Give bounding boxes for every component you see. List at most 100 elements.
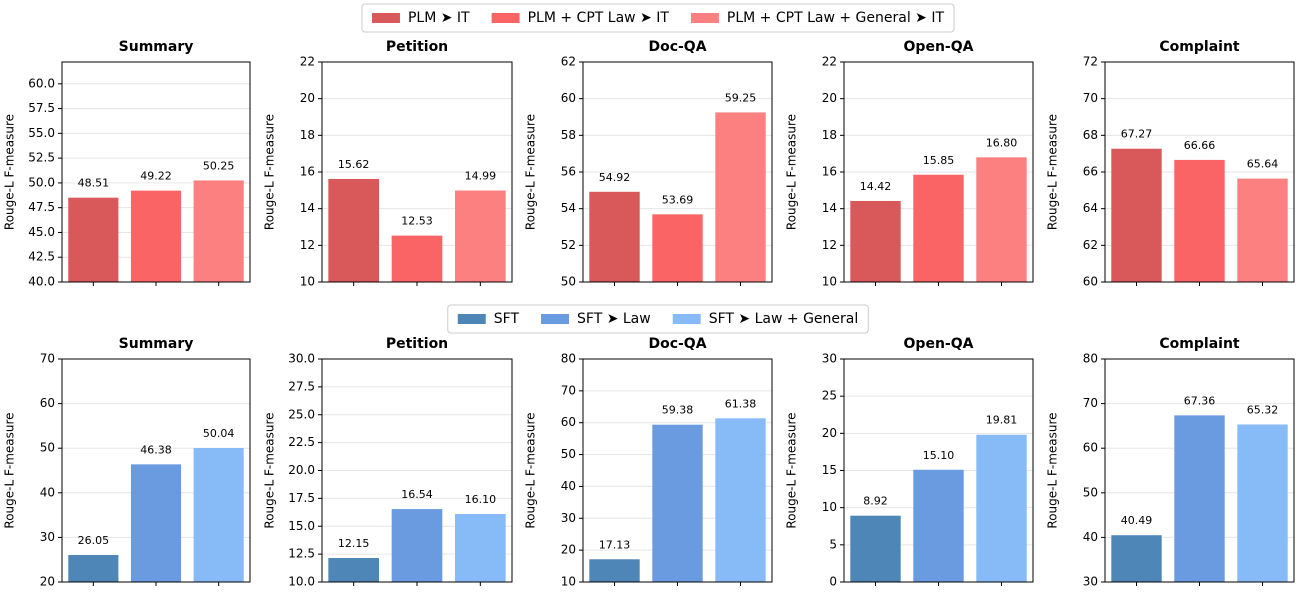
y-tick-label: 80 xyxy=(561,352,576,366)
chart-title: Doc-QA xyxy=(648,39,706,55)
y-tick-label: 60 xyxy=(561,415,576,429)
y-tick-label: 50 xyxy=(1083,485,1098,499)
y-tick-label: 20 xyxy=(300,91,315,105)
y-tick-label: 12.5 xyxy=(288,547,315,561)
value-label: 67.36 xyxy=(1184,394,1216,407)
bar xyxy=(1174,159,1225,282)
y-tick-label: 70 xyxy=(1083,91,1098,105)
legend-label: SFT ➤ Law xyxy=(577,311,651,327)
y-tick-label: 72 xyxy=(1083,55,1098,69)
y-tick-label: 30 xyxy=(561,511,576,525)
bar xyxy=(589,191,640,282)
y-tick-label: 50 xyxy=(561,447,576,461)
bar xyxy=(130,190,182,282)
y-tick-label: 25.0 xyxy=(288,407,315,421)
legend-box xyxy=(447,304,869,334)
axes-frame xyxy=(582,61,773,283)
y-axis-label: Rouge-L F-measure xyxy=(785,114,799,230)
axes-frame xyxy=(1104,358,1295,583)
y-tick-label: 68 xyxy=(1083,128,1098,142)
value-label: 61.38 xyxy=(725,397,757,410)
bar xyxy=(328,558,379,582)
bar xyxy=(68,197,119,282)
y-axis-label: Rouge-L F-measure xyxy=(1046,412,1060,528)
legend-swatch xyxy=(371,13,400,23)
y-axis-label: Rouge-L F-measure xyxy=(524,114,538,230)
y-tick-label: 20.0 xyxy=(288,463,315,477)
value-label: 65.32 xyxy=(1247,403,1279,416)
chart-title: Open-QA xyxy=(904,336,974,352)
y-tick-label: 40 xyxy=(561,479,576,493)
y-tick-label: 17.5 xyxy=(288,491,315,505)
y-tick-label: 70 xyxy=(40,352,55,366)
value-label: 54.92 xyxy=(599,171,631,184)
y-tick-label: 16 xyxy=(300,165,315,179)
axes-frame xyxy=(1104,61,1295,283)
y-axis-label: Rouge-L F-measure xyxy=(3,114,17,230)
y-tick-label: 30 xyxy=(1083,575,1098,589)
axes-frame xyxy=(321,61,513,283)
chart-title: Complaint xyxy=(1159,39,1240,55)
value-label: 14.99 xyxy=(465,170,497,183)
y-tick-label: 52.5 xyxy=(28,151,55,165)
y-axis-label: Rouge-L F-measure xyxy=(263,114,277,230)
y-tick-label: 80 xyxy=(1083,352,1098,366)
bar xyxy=(715,418,766,582)
y-axis-label: Rouge-L F-measure xyxy=(524,412,538,528)
axes-frame xyxy=(582,358,773,583)
value-label: 50.04 xyxy=(203,427,235,440)
bar xyxy=(193,448,244,582)
bar xyxy=(455,513,506,582)
axes-frame xyxy=(843,358,1034,583)
y-tick-label: 25 xyxy=(822,389,837,403)
y-tick-label: 40.0 xyxy=(28,275,55,289)
y-tick-label: 50 xyxy=(40,441,55,455)
y-tick-label: 14 xyxy=(822,201,837,215)
legend-swatch xyxy=(457,314,486,324)
y-tick-label: 40 xyxy=(40,485,55,499)
y-tick-label: 60 xyxy=(1083,275,1098,289)
y-tick-label: 10 xyxy=(561,575,576,589)
y-tick-label: 70 xyxy=(561,383,576,397)
value-label: 65.64 xyxy=(1247,158,1279,171)
value-label: 19.81 xyxy=(986,414,1018,427)
value-label: 15.85 xyxy=(923,154,955,167)
axes-frame xyxy=(321,358,513,583)
bar xyxy=(976,434,1027,582)
bar xyxy=(1237,178,1288,282)
y-tick-label: 10.0 xyxy=(288,575,315,589)
value-label: 46.38 xyxy=(140,443,172,456)
value-label: 15.10 xyxy=(923,449,955,462)
bar xyxy=(455,190,506,282)
y-tick-label: 12 xyxy=(822,238,837,252)
y-tick-label: 42.5 xyxy=(28,250,55,264)
value-label: 15.62 xyxy=(338,158,370,171)
value-label: 53.69 xyxy=(662,193,694,206)
y-tick-label: 10 xyxy=(822,500,837,514)
legend-swatch xyxy=(491,13,520,23)
bar xyxy=(1237,424,1288,582)
bar xyxy=(391,509,443,582)
bar xyxy=(913,174,964,282)
legend-swatch xyxy=(672,314,701,324)
y-tick-label: 5 xyxy=(829,537,837,551)
y-tick-label: 16 xyxy=(822,165,837,179)
y-axis-label: Rouge-L F-measure xyxy=(3,412,17,528)
value-label: 59.38 xyxy=(662,404,694,417)
chart-title: Summary xyxy=(119,39,194,55)
y-tick-label: 50 xyxy=(561,275,576,289)
y-tick-label: 60 xyxy=(1083,441,1098,455)
legend-label: SFT xyxy=(494,311,520,327)
y-tick-label: 54 xyxy=(561,201,576,215)
y-tick-label: 20 xyxy=(822,91,837,105)
y-tick-label: 20 xyxy=(561,543,576,557)
y-tick-label: 56 xyxy=(561,165,576,179)
value-label: 40.49 xyxy=(1121,514,1153,527)
chart-title: Complaint xyxy=(1159,336,1240,352)
chart-title: Open-QA xyxy=(904,39,974,55)
bar xyxy=(1111,148,1162,282)
bar xyxy=(913,469,964,582)
value-label: 26.05 xyxy=(78,534,110,547)
y-tick-label: 18 xyxy=(822,128,837,142)
